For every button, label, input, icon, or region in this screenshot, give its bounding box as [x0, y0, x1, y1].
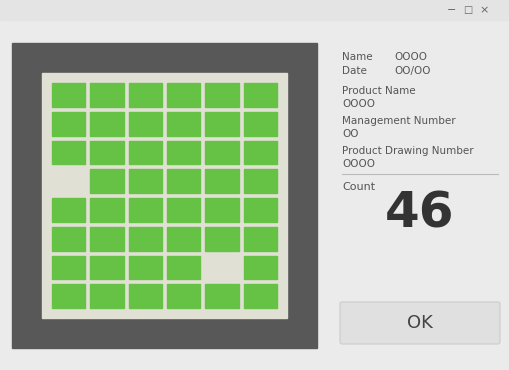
Bar — [243, 284, 276, 308]
Bar — [243, 83, 276, 107]
Bar — [128, 198, 162, 222]
Bar — [90, 227, 123, 250]
Bar — [52, 256, 85, 279]
Text: OK: OK — [406, 314, 432, 332]
Text: 46: 46 — [384, 190, 454, 238]
Bar — [128, 169, 162, 193]
Text: Date: Date — [342, 66, 366, 76]
Text: −: − — [446, 5, 456, 15]
Bar — [128, 284, 162, 308]
Bar — [205, 198, 238, 222]
Bar — [52, 198, 85, 222]
Bar — [52, 112, 85, 135]
Bar — [243, 256, 276, 279]
Bar — [128, 83, 162, 107]
Bar — [90, 112, 123, 135]
Bar — [128, 227, 162, 250]
Bar — [243, 227, 276, 250]
Bar — [90, 284, 123, 308]
Text: Product Drawing Number: Product Drawing Number — [342, 146, 473, 156]
Bar — [90, 169, 123, 193]
Bar — [166, 284, 200, 308]
Bar — [205, 112, 238, 135]
Bar — [90, 83, 123, 107]
Bar — [166, 169, 200, 193]
Bar — [166, 83, 200, 107]
Bar — [128, 256, 162, 279]
Bar — [205, 83, 238, 107]
Text: □: □ — [463, 5, 472, 15]
Bar — [243, 112, 276, 135]
Bar — [52, 83, 85, 107]
Bar — [243, 141, 276, 164]
FancyBboxPatch shape — [340, 302, 499, 344]
Bar — [128, 141, 162, 164]
Bar — [90, 256, 123, 279]
Bar — [166, 256, 200, 279]
Bar — [205, 141, 238, 164]
Bar — [166, 227, 200, 250]
Text: Count: Count — [342, 182, 375, 192]
Text: Management Number: Management Number — [342, 116, 455, 126]
Text: OOOO: OOOO — [393, 52, 426, 62]
Text: OOOO: OOOO — [342, 99, 374, 109]
Text: OOOO: OOOO — [342, 159, 374, 169]
Bar — [205, 284, 238, 308]
Bar — [90, 141, 123, 164]
Bar — [166, 141, 200, 164]
Text: OO/OO: OO/OO — [393, 66, 430, 76]
Bar — [0, 0, 509, 20]
Text: Product Name: Product Name — [342, 86, 415, 96]
Bar — [90, 198, 123, 222]
Bar — [166, 112, 200, 135]
Bar — [243, 169, 276, 193]
Text: Name: Name — [342, 52, 372, 62]
Text: ×: × — [478, 5, 488, 15]
Bar — [166, 198, 200, 222]
Bar — [52, 284, 85, 308]
Bar — [128, 112, 162, 135]
Bar — [205, 169, 238, 193]
Bar — [42, 73, 287, 318]
Bar — [52, 141, 85, 164]
Bar — [12, 43, 317, 348]
Text: OO: OO — [342, 129, 358, 139]
Bar — [52, 227, 85, 250]
Bar — [205, 227, 238, 250]
Bar — [243, 198, 276, 222]
